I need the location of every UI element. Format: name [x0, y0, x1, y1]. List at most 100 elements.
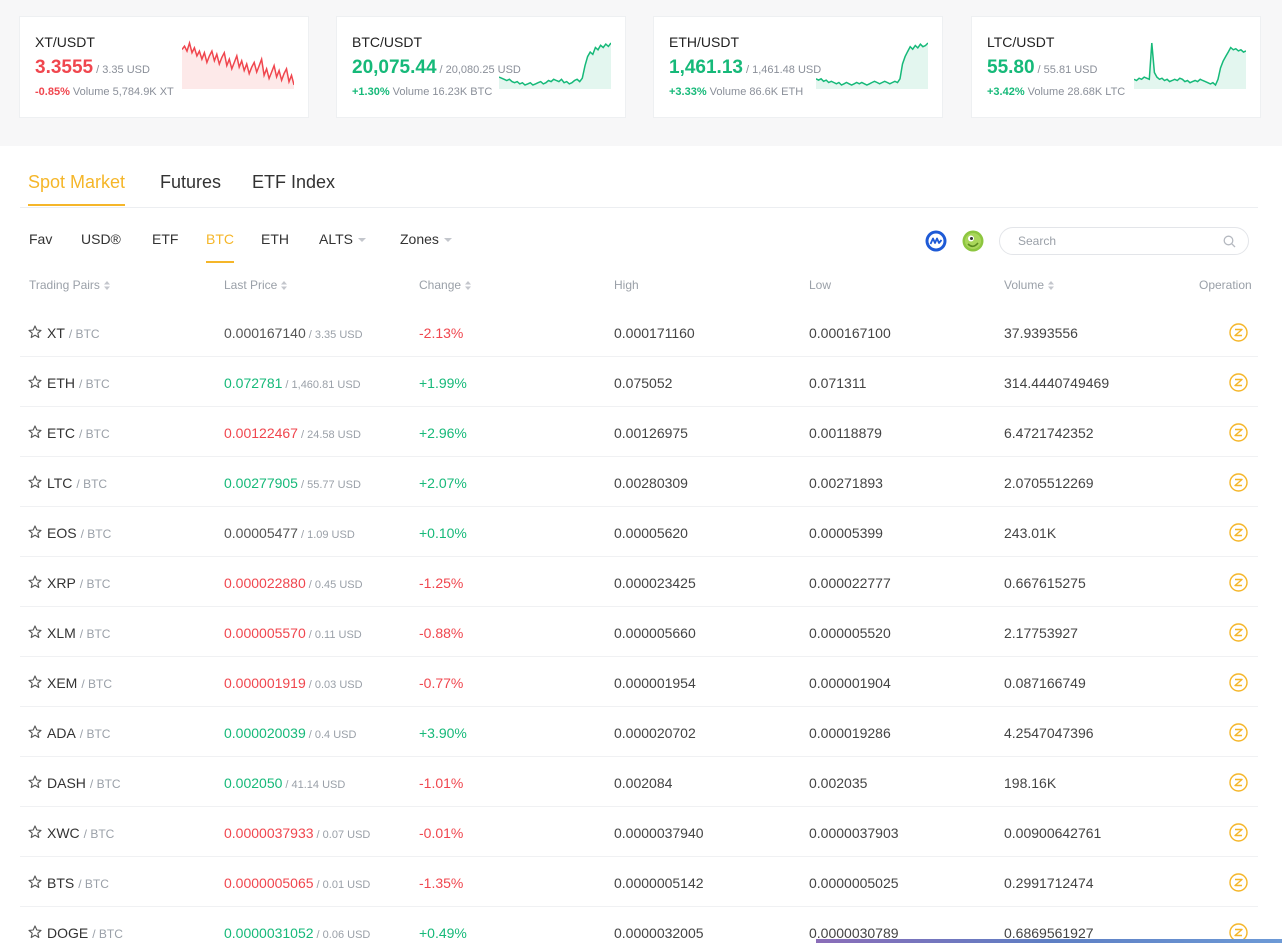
change-cell: +0.49% [419, 925, 467, 941]
table-row[interactable]: XRP / BTC 0.000022880/ 0.45 USD -1.25% 0.000… [20, 557, 1258, 607]
trade-icon[interactable] [1229, 723, 1248, 742]
pair-cell[interactable]: DOGE / BTC [47, 925, 123, 941]
table-row[interactable]: DASH / BTC 0.002050/ 41.14 USD -1.01% 0.0020… [20, 757, 1258, 807]
pair-cell[interactable]: XWC / BTC [47, 825, 114, 841]
star-icon[interactable] [28, 825, 42, 839]
star-icon[interactable] [28, 525, 42, 539]
sparkline-line [816, 42, 928, 86]
table-row[interactable]: ETC / BTC 0.00122467/ 24.58 USD +2.96% 0.001… [20, 407, 1258, 457]
trade-icon[interactable] [1229, 673, 1248, 692]
bottom-overlay-strip [816, 939, 1282, 943]
last-price: 0.00005477 [224, 525, 298, 541]
trade-icon[interactable] [1229, 573, 1248, 592]
subtab-usd[interactable]: USD® [81, 231, 121, 247]
header-change[interactable]: Change [419, 278, 472, 292]
sort-icon [281, 281, 288, 290]
volume-cell: 0.00900642761 [1004, 825, 1102, 841]
sort-icon [1048, 281, 1055, 290]
pair-cell[interactable]: XEM / BTC [47, 675, 112, 691]
ticker-sparkline [816, 42, 928, 89]
pair-cell[interactable]: EOS / BTC [47, 525, 111, 541]
star-icon[interactable] [28, 325, 42, 339]
subtab-fav[interactable]: Fav [29, 231, 53, 247]
subtab-eth[interactable]: ETH [261, 231, 289, 247]
pair-cell[interactable]: XT / BTC [47, 325, 100, 341]
trade-icon[interactable] [1229, 523, 1248, 542]
subtab-alts[interactable]: ALTS [319, 231, 366, 247]
trade-icon[interactable] [1229, 423, 1248, 442]
table-row[interactable]: EOS / BTC 0.00005477/ 1.09 USD +0.10% 0.0000… [20, 507, 1258, 557]
trade-icon[interactable] [1229, 323, 1248, 342]
coingecko-icon[interactable] [962, 230, 984, 252]
star-icon[interactable] [28, 625, 42, 639]
last-price-usd: / 0.07 USD [316, 829, 371, 841]
header-trading-pairs[interactable]: Trading Pairs [29, 278, 110, 292]
pair-cell[interactable]: DASH / BTC [47, 775, 121, 791]
trade-icon[interactable] [1229, 823, 1248, 842]
ticker-stats: +3.42% Volume 28.68K LTC [987, 86, 1125, 98]
star-icon[interactable] [28, 775, 42, 789]
tab-etf-index[interactable]: ETF Index [252, 172, 336, 192]
ticker-usd: / 55.81 USD [1037, 64, 1098, 76]
star-icon[interactable] [28, 725, 42, 739]
ticker-card-ltc[interactable]: LTC/USDT 55.80/ 55.81 USD +3.42% Volume 2… [971, 16, 1261, 118]
ticker-card-eth[interactable]: ETH/USDT 1,461.13/ 1,461.48 USD +3.33% Vo… [653, 16, 943, 118]
last-price-usd: / 0.4 USD [308, 729, 357, 741]
trade-icon[interactable] [1229, 873, 1248, 892]
low-cell: 0.0000037903 [809, 825, 899, 841]
tab-spot-market[interactable]: Spot Market [28, 172, 126, 206]
coinmarketcap-icon[interactable] [925, 230, 947, 252]
star-icon[interactable] [28, 875, 42, 889]
table-row[interactable]: ADA / BTC 0.000020039/ 0.4 USD +3.90% 0.0000… [20, 707, 1258, 757]
volume-cell: 4.2547047396 [1004, 725, 1094, 741]
table-row[interactable]: ETH / BTC 0.072781/ 1,460.81 USD +1.99% 0.07… [20, 357, 1258, 407]
trade-icon[interactable] [1229, 373, 1248, 392]
subtab-btc[interactable]: BTC [206, 231, 234, 263]
pair-cell[interactable]: ETC / BTC [47, 425, 110, 441]
header-last-price[interactable]: Last Price [224, 278, 288, 292]
chevron-down-icon [357, 238, 366, 243]
subtab-zones[interactable]: Zones [400, 231, 452, 247]
last-price: 0.000022880 [224, 575, 306, 591]
volume-cell: 2.0705512269 [1004, 475, 1094, 491]
subtab-etf[interactable]: ETF [152, 231, 179, 247]
search-input[interactable] [1018, 233, 1208, 249]
pair-quote: / BTC [83, 827, 115, 841]
table-row[interactable]: XWC / BTC 0.0000037933/ 0.07 USD -0.01% 0.00… [20, 807, 1258, 857]
pair-base: XRP [47, 575, 76, 591]
table-row[interactable]: LTC / BTC 0.00277905/ 55.77 USD +2.07% 0.002… [20, 457, 1258, 507]
last-price-usd: / 0.45 USD [308, 579, 363, 591]
star-icon[interactable] [28, 475, 42, 489]
pair-cell[interactable]: XLM / BTC [47, 625, 110, 641]
high-cell: 0.000020702 [614, 725, 696, 741]
star-icon[interactable] [28, 425, 42, 439]
high-cell: 0.002084 [614, 775, 673, 791]
table-row[interactable]: XT / BTC 0.000167140/ 3.35 USD -2.13% 0.0001… [20, 307, 1258, 357]
star-icon[interactable] [28, 925, 42, 939]
ticker-band: XT/USDT 3.3555/ 3.35 USD -0.85% Volume 5,… [0, 0, 1282, 146]
pair-cell[interactable]: BTS / BTC [47, 875, 109, 891]
pair-cell[interactable]: ADA / BTC [47, 725, 110, 741]
trade-icon[interactable] [1229, 623, 1248, 642]
table-row[interactable]: DOGE / BTC 0.0000031052/ 0.06 USD +0.49% 0.0… [20, 907, 1258, 943]
pair-cell[interactable]: ETH / BTC [47, 375, 110, 391]
pair-quote: / BTC [78, 877, 109, 891]
ticker-card-xt[interactable]: XT/USDT 3.3555/ 3.35 USD -0.85% Volume 5,… [19, 16, 309, 118]
header-volume[interactable]: Volume [1004, 278, 1055, 292]
star-icon[interactable] [28, 575, 42, 589]
trade-icon[interactable] [1229, 773, 1248, 792]
table-row[interactable]: XEM / BTC 0.000001919/ 0.03 USD -0.77% 0.000… [20, 657, 1258, 707]
ticker-change: +3.33% [669, 86, 707, 98]
low-cell: 0.000001904 [809, 675, 891, 691]
star-icon[interactable] [28, 675, 42, 689]
star-icon[interactable] [28, 375, 42, 389]
tab-futures[interactable]: Futures [160, 172, 222, 192]
sort-icon [465, 281, 472, 290]
table-row[interactable]: XLM / BTC 0.000005570/ 0.11 USD -0.88% 0.000… [20, 607, 1258, 657]
ticker-card-btc[interactable]: BTC/USDT 20,075.44/ 20,080.25 USD +1.30%… [336, 16, 626, 118]
pair-cell[interactable]: XRP / BTC [47, 575, 110, 591]
pair-cell[interactable]: LTC / BTC [47, 475, 107, 491]
search-icon[interactable] [1223, 235, 1236, 248]
table-row[interactable]: BTS / BTC 0.0000005065/ 0.01 USD -1.35% 0.00… [20, 857, 1258, 907]
trade-icon[interactable] [1229, 473, 1248, 492]
